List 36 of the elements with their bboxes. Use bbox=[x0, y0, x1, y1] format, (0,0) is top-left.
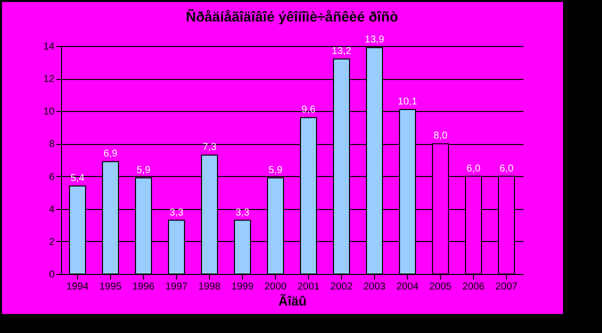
x-tick-label: 1999 bbox=[231, 282, 254, 292]
data-label: 13,9 bbox=[364, 34, 385, 46]
y-tick-label: 2 bbox=[48, 236, 55, 248]
data-label: 10,1 bbox=[398, 96, 418, 108]
x-axis-title: Ãîäû bbox=[278, 294, 307, 308]
data-label: 3,3 bbox=[170, 207, 184, 218]
x-tick-label: 2007 bbox=[495, 282, 518, 292]
y-tick-label: 14 bbox=[43, 42, 55, 52]
x-tick-label: 2004 bbox=[396, 282, 420, 292]
x-tick-label: 2006 bbox=[462, 282, 486, 292]
x-tick-label: 1996 bbox=[132, 282, 156, 292]
x-tick-label: 1997 bbox=[165, 282, 188, 292]
x-tick-label: 1995 bbox=[99, 282, 122, 292]
chart-title: Ñðåäíåãîäîâîé ýêîíîìè÷åñêèé ðîñò bbox=[186, 8, 398, 25]
data-label: 13,2 bbox=[332, 46, 352, 58]
x-tick-label: 2003 bbox=[363, 282, 386, 292]
y-tick-label: 8 bbox=[48, 139, 55, 150]
x-tick-label: 2000 bbox=[264, 282, 288, 292]
y-tick-label: 4 bbox=[48, 204, 55, 216]
data-label: 6,0 bbox=[500, 163, 514, 174]
x-tick-label: 2001 bbox=[297, 282, 320, 292]
y-tick-label: 6 bbox=[48, 172, 55, 183]
x-tick-label: 2002 bbox=[330, 282, 354, 292]
data-label: 6,0 bbox=[466, 163, 481, 174]
data-label: 7,3 bbox=[202, 142, 217, 154]
y-tick-label: 10 bbox=[43, 106, 55, 118]
x-tick-label: 2005 bbox=[429, 282, 452, 292]
data-label: 6,9 bbox=[104, 148, 118, 160]
x-tick-label: 1994 bbox=[66, 282, 90, 292]
data-label: 8,0 bbox=[434, 130, 448, 142]
x-tick-label: 1998 bbox=[198, 282, 222, 292]
y-tick-label: 0 bbox=[48, 270, 55, 280]
y-tick-label: 12 bbox=[43, 74, 55, 86]
data-label: 3,3 bbox=[236, 207, 250, 218]
data-label: 5,9 bbox=[136, 164, 151, 176]
data-label: 5,9 bbox=[268, 164, 283, 176]
